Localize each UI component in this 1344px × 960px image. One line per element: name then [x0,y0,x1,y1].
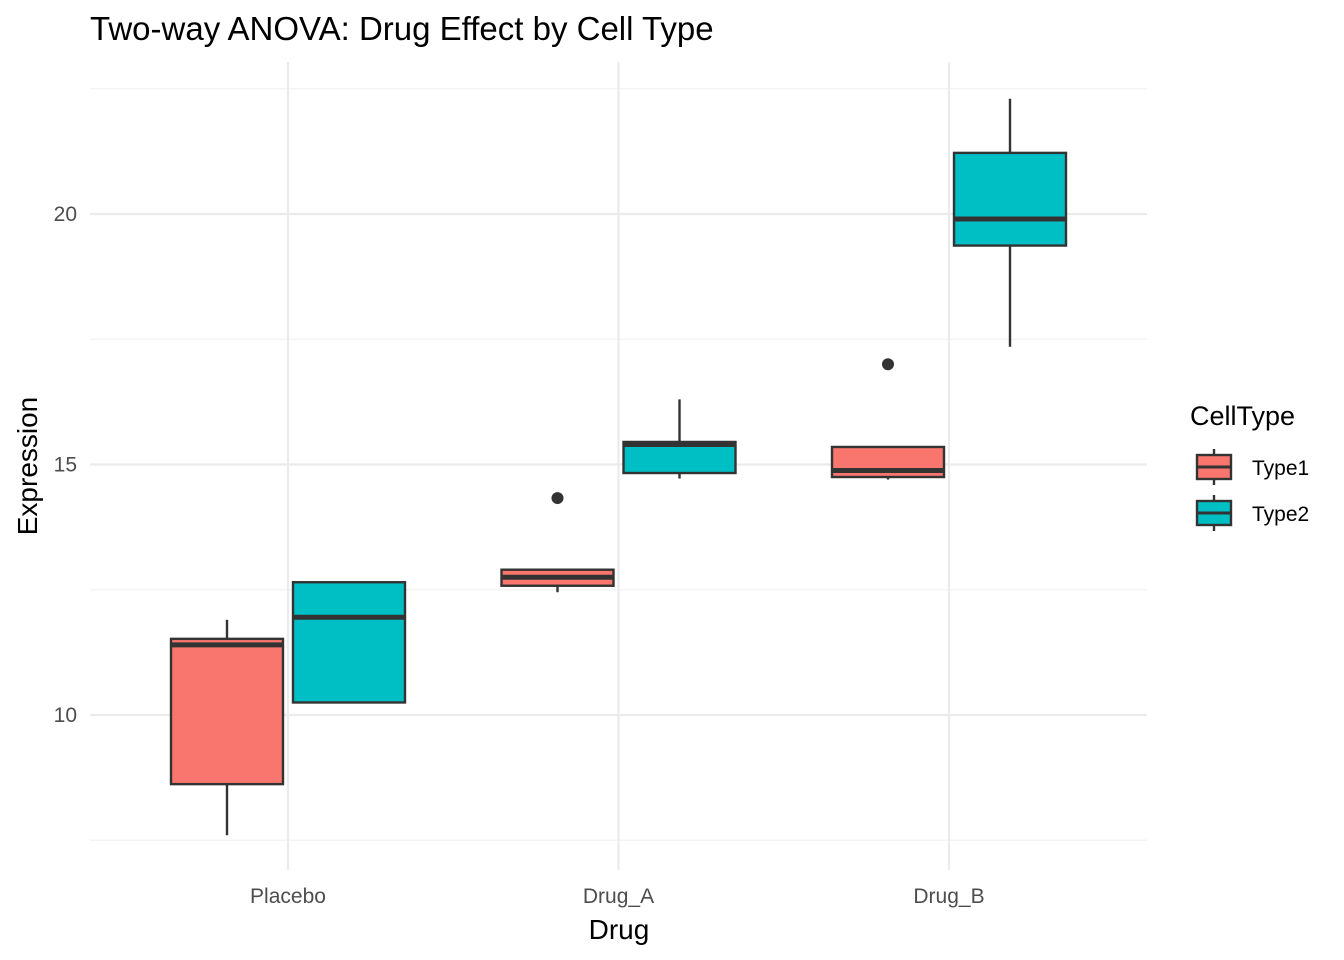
box-type2-drug_b [952,98,1068,347]
legend-key-type1 [1195,449,1233,485]
x-axis-ticks: Placebo Drug_A Drug_B [250,885,985,908]
y-axis-title: Expression [12,397,43,536]
box-type1-placebo [169,619,285,836]
box-type1-drug_b [830,358,946,480]
box-body [291,581,407,704]
legend-key-type2 [1195,495,1233,531]
y-tick-label: 15 [54,454,77,477]
y-tick-label: 20 [54,203,77,226]
box-type1-drug_a [500,492,615,593]
box-type2-drug_a [622,399,737,479]
x-tick-label: Placebo [250,885,326,908]
x-tick-label: Drug_B [913,885,984,908]
chart-title: Two-way ANOVA: Drug Effect by Cell Type [90,10,714,47]
legend-title: CellType [1190,401,1295,431]
legend: CellType Type1 Type2 [1190,401,1309,531]
box-body [169,637,285,786]
box-body [622,440,737,475]
legend-label: Type1 [1252,457,1309,480]
outlier-point [882,358,894,371]
box-type2-placebo [291,581,407,704]
x-tick-label: Drug_A [583,885,654,908]
y-tick-label: 10 [54,704,77,727]
outlier-point [551,492,564,505]
legend-label: Type2 [1252,503,1309,526]
box-body [952,151,1068,247]
y-axis-ticks: 10 15 20 [54,203,77,727]
x-axis-title: Drug [589,914,650,945]
box-group [169,98,1068,836]
